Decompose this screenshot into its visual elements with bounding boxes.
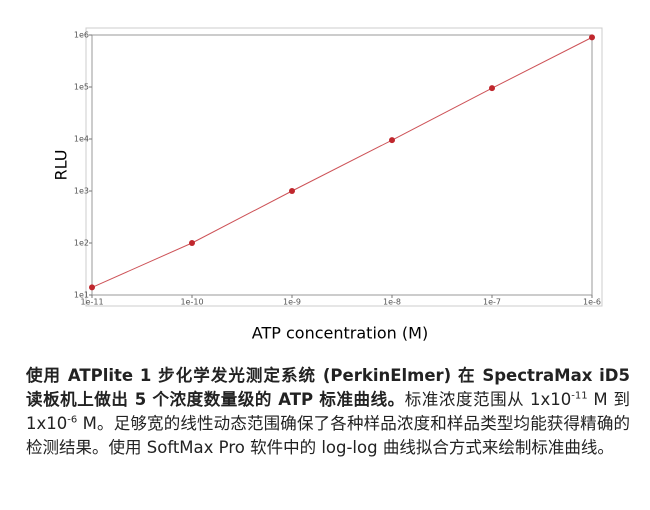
- x-tick-label: 1e-7: [483, 298, 501, 307]
- caption-sup: -11: [571, 390, 588, 402]
- y-tick-label: 1e2: [74, 239, 89, 248]
- data-point: [189, 240, 195, 246]
- x-tick-label: 1e-9: [283, 298, 301, 307]
- y-tick-label: 1e3: [74, 187, 89, 196]
- x-tick-label: 1e-6: [583, 298, 601, 307]
- caption-bold: 使用 ATPlite 1 步化学发光测定系统 (PerkinElmer) 在 S…: [26, 366, 630, 409]
- x-tick-label: 1e-8: [383, 298, 401, 307]
- caption-sup: -6: [67, 414, 78, 426]
- plot-area: [91, 34, 593, 296]
- data-point: [289, 188, 295, 194]
- y-axis-label: RLU: [52, 150, 71, 181]
- frame: [85, 27, 603, 307]
- y-tick-label: 1e6: [74, 31, 89, 40]
- y-tick-label: 1e1: [74, 291, 89, 300]
- data-point: [589, 34, 595, 41]
- series-line: [91, 36, 593, 288]
- y-tick-label: 1e5: [74, 83, 89, 92]
- data-point: [89, 284, 95, 291]
- caption: 使用 ATPlite 1 步化学发光测定系统 (PerkinElmer) 在 S…: [26, 364, 630, 460]
- caption-text: M。足够宽的线性动态范围确保了各种样品浓度和样品类型均能获得精确的检测结果。使用…: [26, 414, 630, 457]
- y-tick-label: 1e4: [74, 135, 89, 144]
- chart: RLU ATP concentration (M) 1e-11 1e-10 1e-9…: [52, 27, 603, 343]
- data-point: [389, 137, 395, 144]
- x-tick-label: 1e-11: [80, 298, 103, 307]
- caption-text: M 到 1x10: [26, 390, 630, 433]
- caption-text: 标准浓度范围从 1x10: [404, 390, 572, 409]
- x-tick-label: 1e-10: [180, 298, 203, 307]
- x-axis-label: ATP concentration (M): [252, 324, 428, 343]
- data-point: [489, 85, 495, 92]
